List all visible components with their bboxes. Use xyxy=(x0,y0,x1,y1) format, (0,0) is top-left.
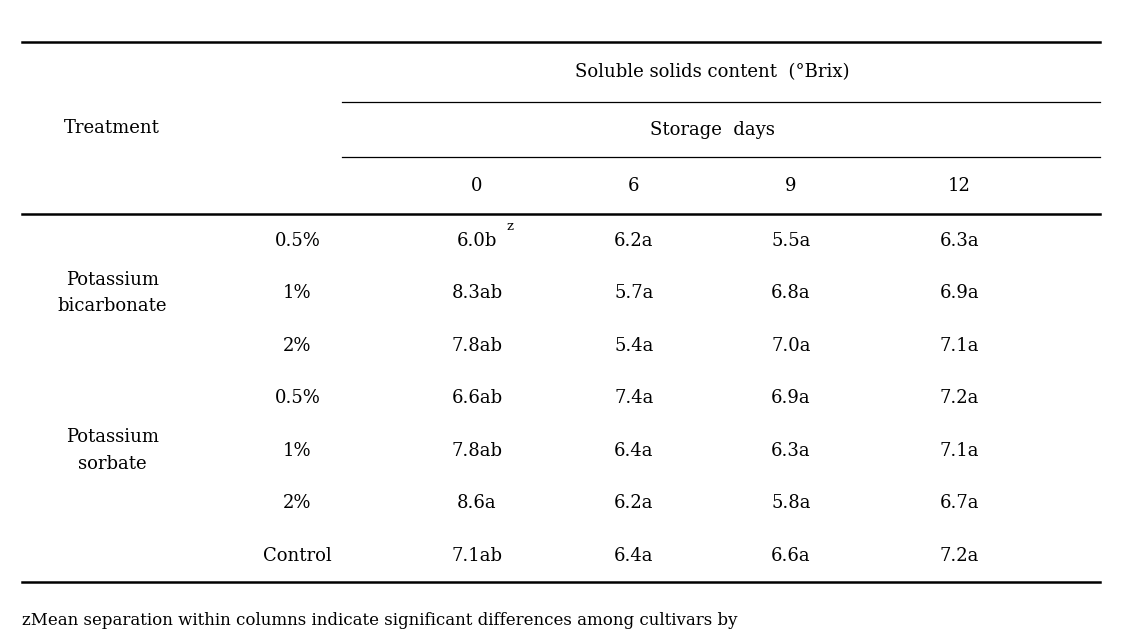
Text: 6.9a: 6.9a xyxy=(771,389,811,407)
Text: 6.6ab: 6.6ab xyxy=(451,389,503,407)
Text: 5.7a: 5.7a xyxy=(614,284,654,302)
Text: 6.0b: 6.0b xyxy=(457,232,497,250)
Text: z: z xyxy=(506,220,513,233)
Text: Treatment: Treatment xyxy=(64,119,160,137)
Text: 6.8a: 6.8a xyxy=(771,284,811,302)
Text: 7.8ab: 7.8ab xyxy=(451,337,503,355)
Text: 0.5%: 0.5% xyxy=(275,232,320,250)
Text: 7.2a: 7.2a xyxy=(939,389,980,407)
Text: 6.2a: 6.2a xyxy=(614,232,654,250)
Text: 6.7a: 6.7a xyxy=(939,494,980,512)
Text: 2%: 2% xyxy=(283,337,312,355)
Text: 6.3a: 6.3a xyxy=(771,442,811,460)
Text: 6: 6 xyxy=(628,177,640,195)
Text: 5.5a: 5.5a xyxy=(771,232,811,250)
Text: Potassium
sorbate: Potassium sorbate xyxy=(66,428,158,473)
Text: 6.6a: 6.6a xyxy=(771,547,811,564)
Text: 7.8ab: 7.8ab xyxy=(451,442,503,460)
Text: 12: 12 xyxy=(948,177,971,195)
Text: Potassium
bicarbonate: Potassium bicarbonate xyxy=(57,271,167,316)
Text: 5.8a: 5.8a xyxy=(771,494,811,512)
Text: Soluble solids content  (°Brix): Soluble solids content (°Brix) xyxy=(576,63,849,81)
Text: 8.3ab: 8.3ab xyxy=(451,284,503,302)
Text: Storage  days: Storage days xyxy=(650,120,775,139)
Text: 6.4a: 6.4a xyxy=(614,442,654,460)
Text: 7.1a: 7.1a xyxy=(939,337,980,355)
Text: 7.0a: 7.0a xyxy=(771,337,811,355)
Text: 6.3a: 6.3a xyxy=(939,232,980,250)
Text: zMean separation within columns indicate significant differences among cultivars: zMean separation within columns indicate… xyxy=(22,612,738,628)
Text: 0: 0 xyxy=(471,177,482,195)
Text: 7.1ab: 7.1ab xyxy=(451,547,503,564)
Text: 6.9a: 6.9a xyxy=(939,284,980,302)
Text: 9: 9 xyxy=(785,177,797,195)
Text: 2%: 2% xyxy=(283,494,312,512)
Text: 7.4a: 7.4a xyxy=(614,389,654,407)
Text: 1%: 1% xyxy=(283,284,312,302)
Text: 0.5%: 0.5% xyxy=(275,389,320,407)
Text: 1%: 1% xyxy=(283,442,312,460)
Text: 6.4a: 6.4a xyxy=(614,547,654,564)
Text: 8.6a: 8.6a xyxy=(457,494,497,512)
Text: 5.4a: 5.4a xyxy=(614,337,654,355)
Text: 7.2a: 7.2a xyxy=(939,547,980,564)
Text: 6.2a: 6.2a xyxy=(614,494,654,512)
Text: 7.1a: 7.1a xyxy=(939,442,980,460)
Text: Control: Control xyxy=(263,547,332,564)
